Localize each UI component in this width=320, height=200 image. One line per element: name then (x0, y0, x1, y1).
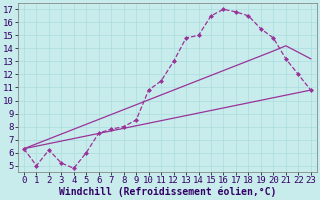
X-axis label: Windchill (Refroidissement éolien,°C): Windchill (Refroidissement éolien,°C) (59, 187, 276, 197)
